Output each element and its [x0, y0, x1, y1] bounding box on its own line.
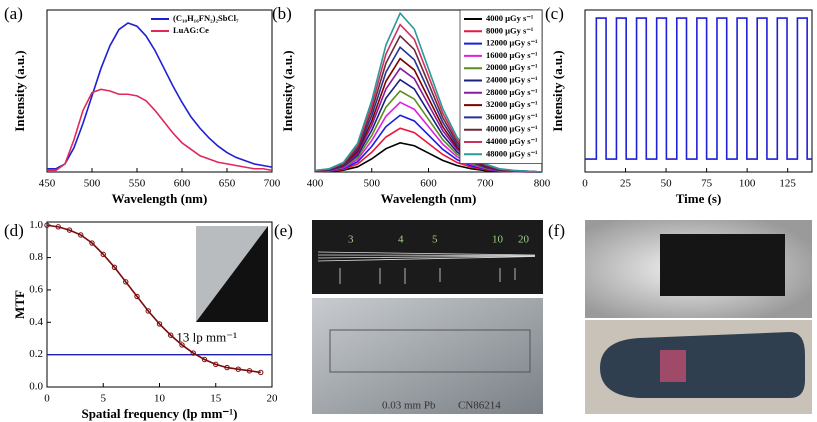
- data-line: [314, 11, 543, 173]
- x-tick-label: 75: [701, 178, 713, 190]
- data-point: [168, 332, 174, 338]
- data-point: [224, 364, 230, 371]
- annotation: 13 lp mm⁻¹: [176, 329, 237, 344]
- data-line: [47, 22, 273, 170]
- x-tick-label: 550: [129, 178, 146, 190]
- legend-label: 4000 µGy s⁻¹: [486, 13, 534, 23]
- data-point: [78, 232, 84, 238]
- photo-e: 3 4 5 10 20 0.03 mm Pb CN86214: [312, 220, 543, 414]
- x-tick-label: 800: [534, 178, 551, 190]
- panel-label: (a): [4, 4, 23, 23]
- legend-label: 32000 µGy s⁻¹: [486, 99, 538, 109]
- legend-label: 44000 µGy s⁻¹: [486, 136, 538, 146]
- x-tick-label: 5: [101, 393, 107, 405]
- photo-text: 20: [518, 234, 530, 246]
- data-point: [201, 356, 208, 363]
- x-tick-label: 100: [739, 178, 756, 190]
- legend-label: 12000 µGy s⁻¹: [486, 38, 538, 48]
- panel-label: (f): [548, 221, 565, 240]
- y-axis-label: Intensity (a.u.): [280, 50, 295, 131]
- panel-label: (d): [4, 221, 24, 240]
- data-point: [66, 227, 73, 233]
- panel-label: (e): [274, 221, 293, 240]
- photo-f: [585, 220, 812, 414]
- x-tick-label: 50: [661, 178, 673, 190]
- x-tick-label: 125: [779, 178, 796, 190]
- photo-text: 3: [348, 234, 354, 246]
- y-tick-label: 1.0: [29, 219, 43, 231]
- photo-text: 10: [492, 234, 504, 246]
- data-point: [134, 293, 140, 300]
- x-tick-label: 500: [364, 178, 381, 190]
- inset-image: [196, 226, 268, 322]
- plot-frame: [584, 9, 813, 173]
- y-axis-label: Intensity (a.u.): [550, 50, 565, 131]
- x-tick-label: 10: [154, 393, 166, 405]
- data-point: [145, 308, 151, 314]
- legend-label: 36000 µGy s⁻¹: [486, 111, 538, 121]
- x-tick-label: 20: [267, 393, 279, 405]
- legend-box: [459, 9, 543, 164]
- legend-label: 20000 µGy s⁻¹: [486, 62, 538, 72]
- y-tick-label: 0.2: [29, 348, 43, 360]
- y-tick-label: 0.4: [29, 316, 43, 328]
- x-tick-label: 600: [420, 178, 437, 190]
- legend-label: 48000 µGy s⁻¹: [486, 148, 538, 158]
- x-tick-label: 0: [582, 178, 588, 190]
- data-point: [156, 321, 163, 327]
- plot-frame: [46, 9, 273, 173]
- x-axis-label: Wavelength (nm): [381, 191, 477, 206]
- x-tick-label: 700: [477, 178, 494, 190]
- data-point: [213, 361, 219, 368]
- x-axis-label: Wavelength (nm): [112, 191, 208, 206]
- y-axis-label: MTF: [12, 290, 27, 319]
- y-tick-label: 0.0: [29, 381, 43, 393]
- y-tick-label: 0.8: [29, 251, 43, 263]
- data-point: [258, 369, 264, 376]
- data-point: [246, 368, 253, 374]
- data-point: [235, 366, 241, 372]
- photo-text: 5: [432, 234, 438, 246]
- x-axis-label: Time (s): [676, 191, 722, 206]
- data-point: [123, 279, 129, 285]
- photo-text: CN86214: [458, 400, 501, 412]
- data-point: [44, 222, 50, 228]
- x-tick-label: 650: [219, 178, 236, 190]
- legend-label: 8000 µGy s⁻¹: [486, 25, 534, 35]
- panel-label: (b): [272, 4, 292, 23]
- x-tick-label: 600: [174, 178, 191, 190]
- y-axis-label: Intensity (a.u.): [12, 50, 27, 131]
- x-tick-label: 0: [44, 393, 50, 405]
- x-tick-label: 15: [210, 393, 222, 405]
- x-tick-label: 25: [620, 178, 632, 190]
- legend-label: 16000 µGy s⁻¹: [486, 50, 538, 60]
- x-tick-label: 400: [307, 178, 324, 190]
- x-tick-label: 500: [84, 178, 101, 190]
- photo-text: 4: [398, 234, 404, 246]
- y-tick-label: 0.6: [29, 283, 43, 295]
- panel-label: (c): [545, 4, 564, 23]
- legend-label: (C₁₀H₁₆FN₂)₂SbCl₇: [173, 13, 239, 23]
- data-point: [100, 251, 106, 258]
- legend-label: LuAG:Ce: [173, 25, 209, 35]
- data-point: [111, 264, 118, 270]
- legend-label: 24000 µGy s⁻¹: [486, 74, 538, 84]
- legend-label: 40000 µGy s⁻¹: [486, 124, 538, 134]
- x-tick-label: 700: [264, 178, 281, 190]
- x-tick-label: 450: [39, 178, 56, 190]
- data-point: [190, 350, 196, 356]
- data-point: [89, 240, 95, 246]
- x-axis-label: Spatial frequency (lp mm⁻¹): [81, 406, 237, 421]
- data-point: [179, 342, 185, 348]
- data-line: [47, 88, 273, 172]
- photo-text: 0.03 mm Pb: [382, 400, 436, 412]
- legend-label: 28000 µGy s⁻¹: [486, 87, 538, 97]
- data-point: [55, 224, 61, 230]
- data-line: [585, 17, 812, 160]
